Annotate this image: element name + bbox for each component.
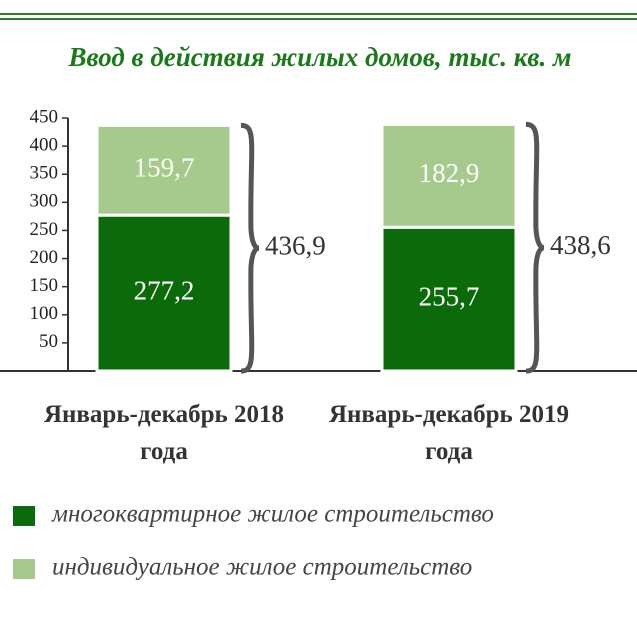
x-tick-label: Январь-декабрь 2018 года: [43, 401, 285, 465]
total-label: 436,9: [265, 230, 326, 260]
y-tick-label: 200: [30, 247, 59, 268]
bar-segment: [95, 123, 233, 217]
value-label: 182,9: [419, 158, 480, 188]
y-tick-label: 250: [30, 219, 59, 240]
bar-segment: [380, 225, 518, 373]
x-tick-label: Январь-декабрь 2019 года: [328, 401, 570, 465]
y-tick-label: 450: [30, 106, 59, 127]
y-tick-label: 350: [30, 163, 59, 184]
bar-segment: [95, 213, 233, 373]
legend-swatch: [13, 559, 35, 579]
brace: [525, 121, 545, 374]
y-tick-label: 50: [39, 331, 58, 352]
value-label: 159,7: [134, 152, 195, 182]
bar-segment: [380, 122, 518, 229]
value-label: 277,2: [134, 275, 195, 305]
y-tick-label: 300: [30, 191, 59, 212]
legend-label: многоквартирное жилое строительство: [51, 501, 494, 528]
y-tick-label: 400: [30, 134, 59, 155]
legend-swatch: [13, 506, 35, 526]
total-label: 438,6: [550, 230, 611, 260]
y-tick-label: 100: [30, 303, 59, 324]
brace: [240, 122, 260, 374]
chart-title: Ввод в действия жилых домов, тыс. кв. м: [68, 42, 572, 72]
legend-label: индивидуальное жилое строительство: [52, 554, 472, 581]
value-label: 255,7: [419, 281, 480, 311]
y-tick-label: 150: [30, 275, 59, 296]
